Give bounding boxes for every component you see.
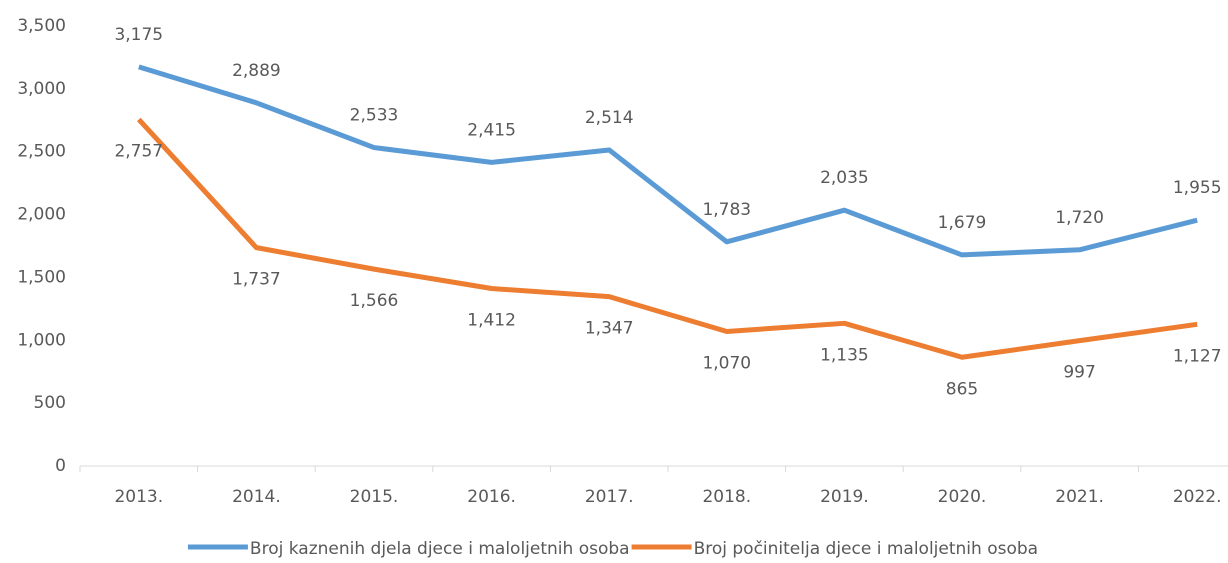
x-tick-label: 2020. <box>938 487 987 507</box>
data-label: 1,135 <box>820 345 869 365</box>
data-label: 1,679 <box>938 213 987 233</box>
data-label: 1,127 <box>1173 346 1222 366</box>
data-label: 2,533 <box>350 106 399 126</box>
data-label: 1,955 <box>1173 178 1222 198</box>
y-tick-label: 3,000 <box>17 79 66 99</box>
data-label: 2,889 <box>232 61 281 81</box>
x-tick-label: 2019. <box>820 487 869 507</box>
data-label: 1,566 <box>350 291 399 311</box>
data-label: 1,720 <box>1055 208 1104 228</box>
data-label: 997 <box>1063 363 1095 383</box>
x-tick-label: 2017. <box>585 487 634 507</box>
data-label: 1,783 <box>702 200 751 220</box>
y-tick-label: 1,000 <box>17 330 66 350</box>
x-tick-label: 2015. <box>350 487 399 507</box>
data-label: 2,035 <box>820 168 869 188</box>
y-tick-label: 0 <box>55 456 66 476</box>
data-label: 1,737 <box>232 270 281 290</box>
legend-label: Broj počinitelja djece i maloljetnih oso… <box>694 539 1038 559</box>
x-tick-label: 2018. <box>702 487 751 507</box>
y-tick-label: 1,500 <box>17 267 66 287</box>
x-tick-label: 2013. <box>114 487 163 507</box>
x-tick-label: 2014. <box>232 487 281 507</box>
data-label: 2,757 <box>114 141 163 161</box>
data-label: 1,070 <box>702 353 751 373</box>
data-label: 3,175 <box>114 25 163 45</box>
x-tick-label: 2021. <box>1055 487 1104 507</box>
y-tick-label: 3,500 <box>17 16 66 36</box>
series-line <box>138 64 1198 258</box>
y-tick-label: 2,500 <box>17 142 66 162</box>
data-label: 2,415 <box>467 120 516 140</box>
data-label: 2,514 <box>585 108 634 128</box>
series-line <box>136 117 1198 360</box>
y-tick-label: 500 <box>34 393 66 413</box>
data-label: 865 <box>946 379 978 399</box>
y-tick-label: 2,000 <box>17 205 66 225</box>
data-label: 1,347 <box>585 319 634 339</box>
legend-label: Broj kaznenih djela djece i maloljetnih … <box>250 539 630 559</box>
x-tick-label: 2016. <box>467 487 516 507</box>
data-label: 1,412 <box>467 310 516 330</box>
x-tick-label: 2022. <box>1173 487 1222 507</box>
